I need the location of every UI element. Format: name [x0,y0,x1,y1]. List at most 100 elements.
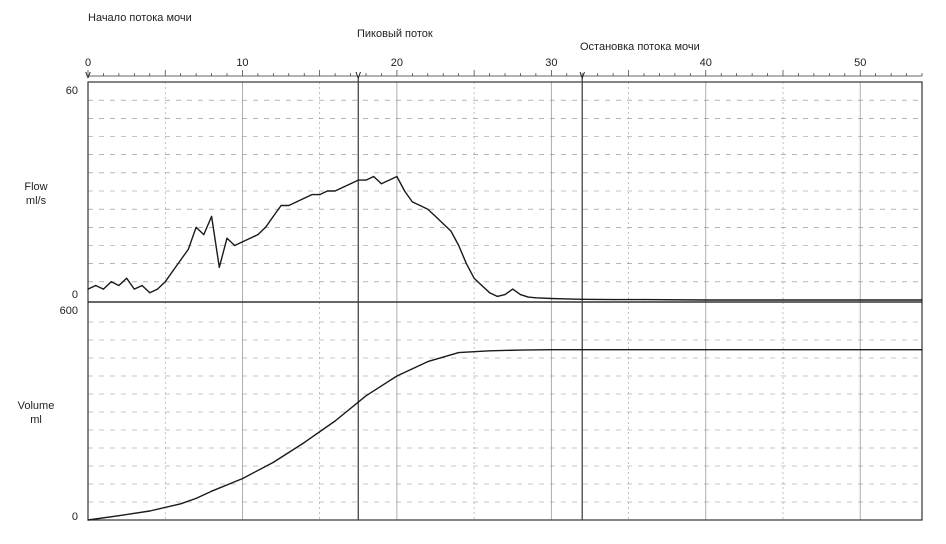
flow-curve-point [388,179,390,181]
flow-curve-point [87,288,89,290]
volume-curve-point [149,510,151,512]
flow-curve-point [241,241,244,243]
volume-curve-point [272,461,274,463]
plot-frame [87,81,923,521]
flow-curve-point [921,299,923,301]
annotation-peak-flow: Пиковый поток [357,28,433,40]
volume-curve-point [303,442,305,444]
flow-curve-point [164,281,166,283]
flow-curve-point [149,292,151,294]
flow-ylabel-line2: ml/s [26,195,47,207]
flow-curve-point [419,204,421,207]
flow-curve-point [411,201,413,203]
flow-curve-point [95,284,97,287]
frame-layer [87,70,923,521]
flow-curve-point [234,244,236,247]
flow-curve-point [427,208,429,210]
flow-curve-point [187,248,189,250]
flow-curve-point [110,281,112,283]
flow-curve-point [295,201,298,203]
flow-curve-point [265,226,267,228]
flow-curve-point [365,179,367,181]
flow-curve-point [357,179,359,181]
flow-curve-point [319,194,321,196]
flow-curve-point [512,288,514,290]
volume-ylabel-line2: ml [30,414,42,426]
volume-curve-point [458,352,460,354]
flow-curve-point [566,298,568,300]
annotation-flow-start: Начало потока мочи [88,12,192,24]
flow-curve-point [141,284,143,287]
flow-curve-point [705,299,707,301]
flow-curve-point [288,204,290,207]
flow-curve-point [496,295,498,297]
volume-curve-point [519,349,522,351]
flow-curve-point [280,204,282,207]
volume-curve-point [365,395,367,397]
flow-curve-point [126,277,128,279]
flow-curve-point [396,175,398,178]
volume-ylabel-line1: Volume [18,400,55,412]
flow-curve-point [465,263,467,265]
flow-curve-point [311,194,313,196]
x-tick-label: 30 [545,57,557,69]
flow-curve-point [481,284,483,287]
flow-curve-point [326,190,328,192]
volume-curve-point [195,497,197,499]
flow-curve-point [118,284,120,287]
annotation-flow-stop: Остановка потока мочи [580,41,700,53]
flow-curve-point [527,296,529,298]
flow-curve-point [473,277,475,279]
flow-curve-point [434,215,437,218]
x-tick-label: 40 [700,57,712,69]
flow-curve-point [133,288,135,290]
flow-curve-point [612,299,614,301]
flow-curve-point [210,215,213,218]
flow-curve-point [488,292,491,294]
flow-curve-point [226,237,228,239]
volume-curve-point [427,361,429,363]
flow-curve-point [782,299,784,301]
x-tick-label: 10 [236,57,248,69]
flow-curve-point [249,237,251,239]
tick-layer: 0 10 20 30 40 50 [85,57,866,69]
volume-curve-point [210,490,213,492]
flow-curve-point [172,270,174,272]
x-tick-label: 50 [854,57,866,69]
flow-curve-point [581,298,583,300]
volume-curve-point [396,375,398,377]
flow-curve-point [373,175,375,178]
grid-layer [88,82,922,520]
flow-ylabel-line1: Flow [24,181,47,193]
flow-curve-point [349,183,352,185]
volume-curve-point [488,350,491,352]
flow-curve-point [450,230,452,232]
flow-curve-point [442,223,444,225]
flow-curve-point [404,190,406,192]
flow-curve [87,175,922,301]
volume-curve-point [118,515,120,517]
volume-curve [87,349,922,521]
volume-ytick-top: 600 [60,305,78,317]
flow-curve-point [342,186,344,188]
volume-curve-point [87,519,89,521]
series-layer [87,175,923,521]
flow-curve-point [859,299,861,301]
flow-curve-point [504,293,506,296]
flow-curve-point [102,288,105,290]
flow-curve-point [550,297,552,300]
event-marker-glyph: v [356,69,362,81]
event-marker-glyph: v [579,69,585,81]
flow-curve-point [643,299,645,301]
volume-curve-point [180,503,182,505]
flow-curve-point [380,183,383,185]
volume-curve-point [581,349,583,351]
flow-ytick-bottom: 0 [72,289,78,301]
x-tick-label: 20 [391,57,403,69]
flow-curve-point [156,288,159,290]
x-tick-label: 0 [85,57,91,69]
flow-curve-point [535,297,537,299]
flow-curve-point [180,259,182,261]
